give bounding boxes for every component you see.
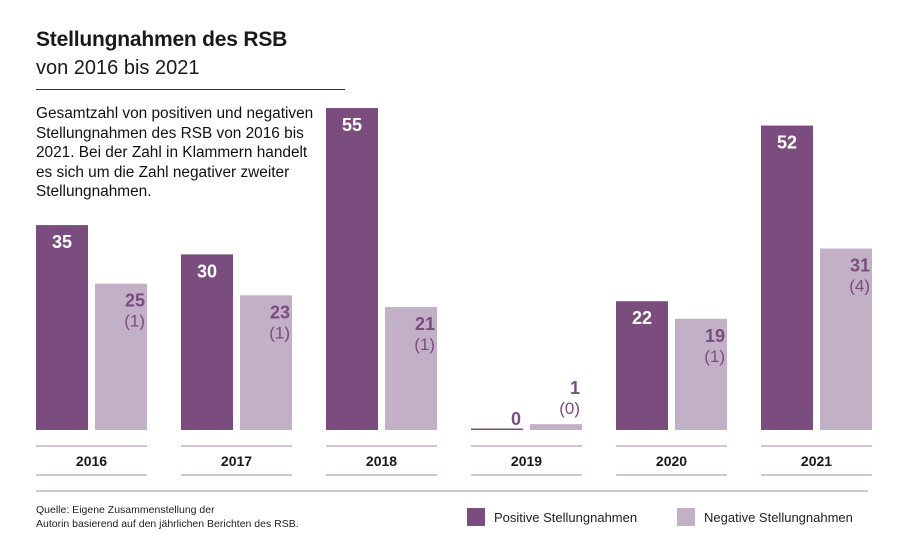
bar-negative-2019 [530,424,582,430]
bar-negative-2020 [675,318,727,430]
label-positive-2021: 52 [777,133,797,153]
legend-positive: Positive Stellungnahmen [467,508,637,526]
title-rule [36,89,345,90]
label-negative-2017: 23 [270,302,290,322]
legend-negative: Negative Stellungnahmen [677,508,853,526]
label-second-negative-2020: (1) [704,347,725,366]
category-label-2020: 2020 [656,453,687,469]
bar-negative-2021 [820,248,872,430]
label-positive-2019: 0 [511,409,521,429]
chart-title: Stellungnahmen des RSB [36,28,288,51]
source-line-1: Quelle: Eigene Zusammenstellung der [36,504,215,516]
label-positive-2016: 35 [52,232,72,252]
bar-positive-2017 [181,254,233,430]
label-second-negative-2021: (4) [849,277,870,296]
chart-subtitle: von 2016 bis 2021 [36,57,200,79]
legend-positive-label: Positive Stellungnahmen [494,509,638,525]
label-negative-2018: 21 [415,314,435,334]
category-label-2021: 2021 [801,453,832,469]
bar-negative-2018 [385,307,437,430]
bar-positive-2018 [326,108,378,430]
label-positive-2020: 22 [632,308,652,328]
chart-description: Gesamtzahl von positiven und negativen S… [36,105,314,201]
label-positive-2017: 30 [197,261,217,281]
label-second-negative-2016: (1) [124,312,145,331]
label-second-negative-2019: (0) [559,399,580,418]
category-label-2018: 2018 [366,453,397,469]
label-negative-2020: 19 [705,326,725,346]
label-negative-2021: 31 [850,256,870,276]
legend-negative-swatch [677,508,695,526]
category-label-2019: 2019 [511,453,542,469]
source-line-2: Autorin basierend auf den jährlichen Ber… [36,518,299,530]
label-second-negative-2017: (1) [269,323,290,342]
category-label-2016: 2016 [76,453,107,469]
bar-positive-2020 [616,301,668,430]
legend-negative-label: Negative Stellungnahmen [704,509,853,525]
bar-positive-2016 [36,225,88,430]
bar-negative-2017 [240,295,292,430]
label-positive-2018: 55 [342,115,362,135]
bar-negative-2016 [95,283,147,430]
bar-positive-2021 [761,125,813,431]
label-negative-2019: 1 [570,378,580,398]
category-label-2017: 2017 [221,453,252,469]
legend-positive-swatch [467,508,485,526]
label-second-negative-2018: (1) [414,335,435,354]
source-note: Quelle: Eigene Zusammenstellung der Auto… [36,503,299,531]
label-negative-2016: 25 [125,291,145,311]
bar-positive-2019 [471,428,523,430]
